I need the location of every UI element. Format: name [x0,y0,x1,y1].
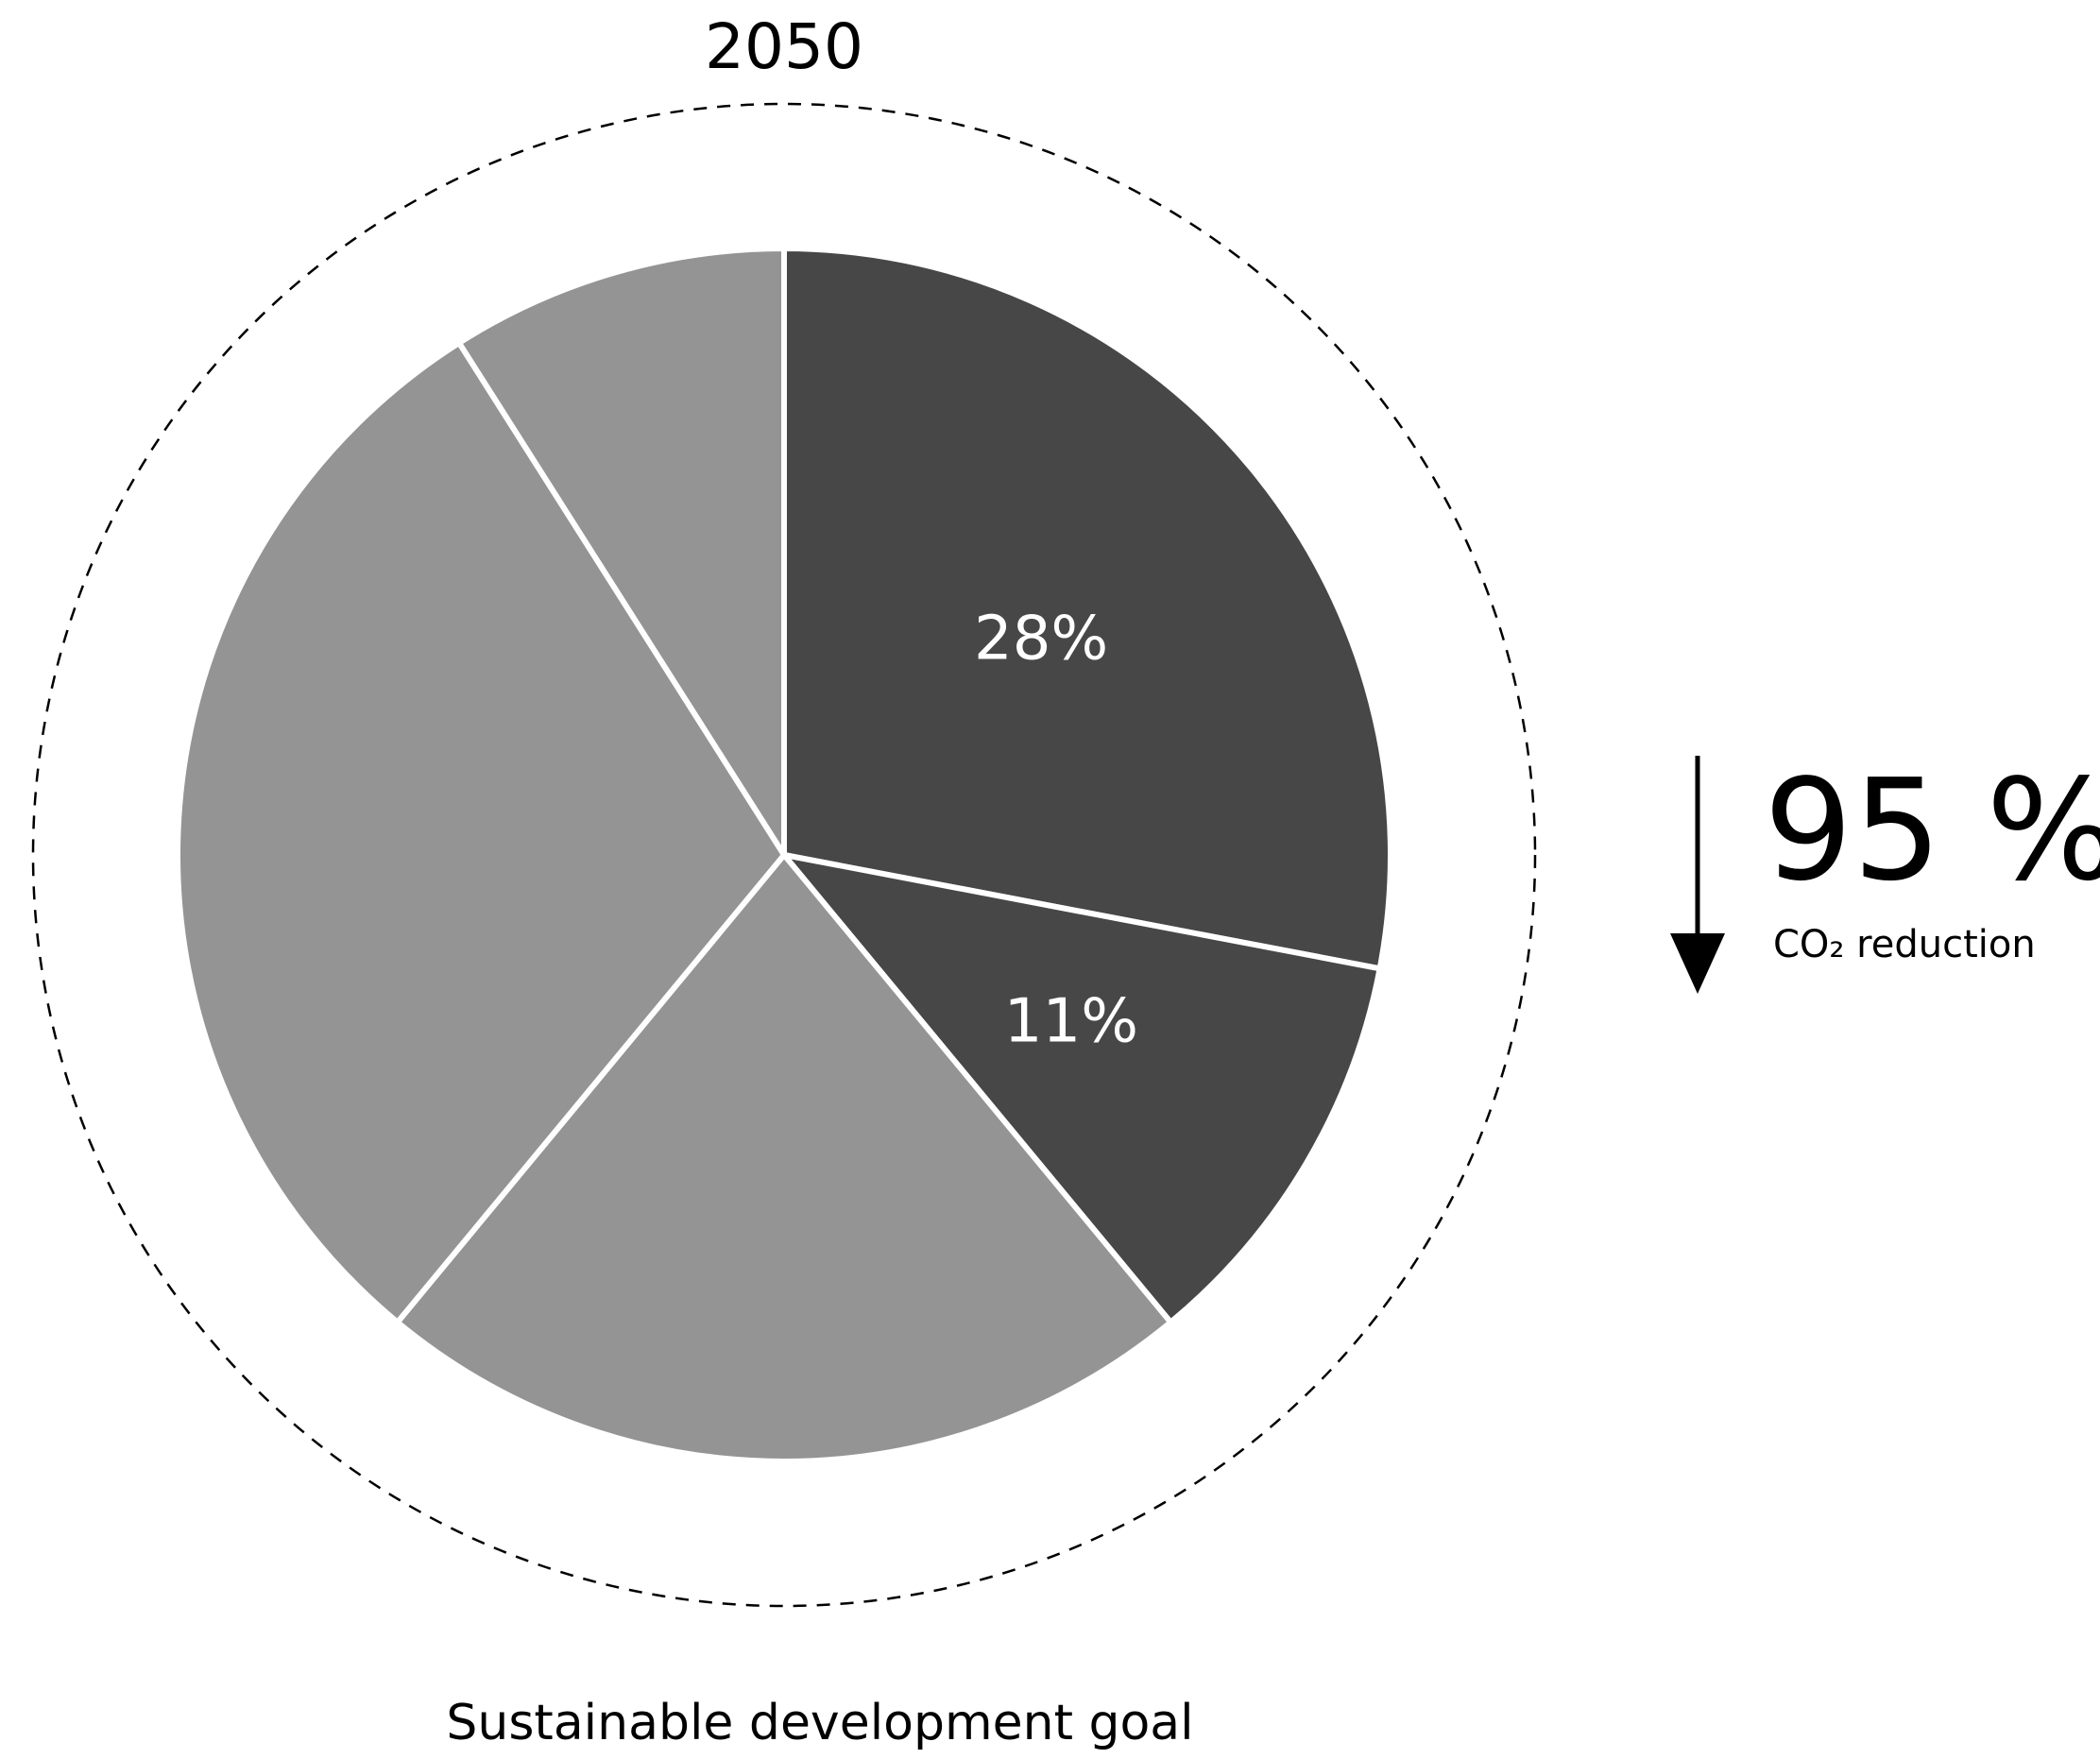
pie: 28% 11% [174,246,1393,1464]
reduction-label: CO₂ reduction [1773,923,2036,966]
chart-title: 2050 [705,10,863,83]
pie-slice-3 [394,852,1174,1464]
target-ring [31,102,1537,1608]
reduction-value: 95 % [1764,749,2100,912]
pie-slice-2 [781,852,1383,1325]
slice-label-1: 28% [974,604,1108,674]
pie-slice-4 [174,339,787,1325]
slice-label-2: 11% [1004,986,1138,1056]
pie-slice-5 [456,246,787,858]
chart-caption: Sustainable development goal [446,1695,1193,1751]
pie-slice-1 [781,246,1393,972]
arrow-down-icon [1670,756,1725,994]
